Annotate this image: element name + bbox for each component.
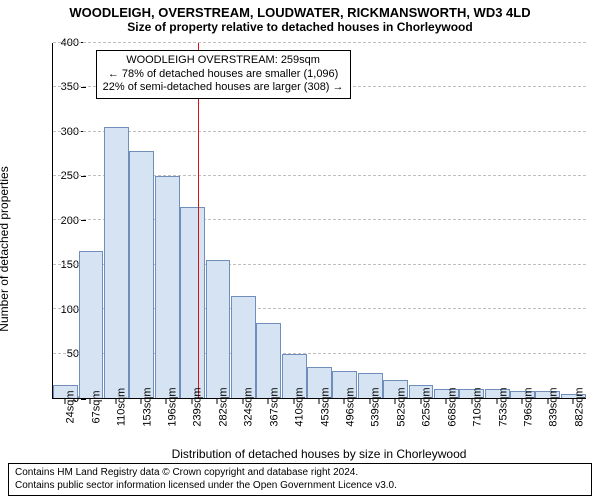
x-tick: 882sqm: [573, 399, 574, 404]
x-tick: 24sqm: [64, 399, 65, 404]
footer-line-2: Contains public sector information licen…: [15, 480, 585, 493]
x-tick: 67sqm: [90, 399, 91, 404]
x-tick: 453sqm: [319, 399, 320, 404]
x-tick: 539sqm: [369, 399, 370, 404]
histogram-bar: [129, 151, 154, 398]
chart-area: Number of detached properties 0501001502…: [8, 37, 592, 461]
histogram-bar: [231, 296, 256, 398]
x-tick: 710sqm: [471, 399, 472, 404]
x-tick: 796sqm: [522, 399, 523, 404]
histogram-bar: [206, 260, 231, 398]
x-tick: 668sqm: [446, 399, 447, 404]
histogram-bar: [155, 176, 180, 398]
x-tick: 110sqm: [115, 399, 116, 404]
annotation-line-2: ← 78% of detached houses are smaller (1,…: [103, 68, 344, 82]
x-tick: 839sqm: [547, 399, 548, 404]
figure-subtitle: Size of property relative to detached ho…: [8, 21, 592, 35]
x-axis-label: Distribution of detached houses by size …: [52, 447, 586, 461]
histogram-bar: [104, 127, 129, 398]
y-axis-label: Number of detached properties: [0, 166, 11, 331]
x-tick: 282sqm: [217, 399, 218, 404]
figure: WOODLEIGH, OVERSTREAM, LOUDWATER, RICKMA…: [0, 0, 600, 500]
footer-line-1: Contains HM Land Registry data © Crown c…: [15, 467, 585, 480]
annotation-box: WOODLEIGH OVERSTREAM: 259sqm ← 78% of de…: [96, 50, 351, 99]
attribution-footer: Contains HM Land Registry data © Crown c…: [8, 463, 592, 496]
annotation-line-3: 22% of semi-detached houses are larger (…: [103, 81, 344, 95]
plot-outer: 050100150200250300350400 WOODLEIGH OVERS…: [52, 43, 586, 399]
x-tick: 410sqm: [293, 399, 294, 404]
x-tick: 324sqm: [242, 399, 243, 404]
histogram-bar: [180, 207, 205, 398]
histogram-bar: [79, 251, 104, 398]
x-tick: 239sqm: [191, 399, 192, 404]
x-tick: 625sqm: [420, 399, 421, 404]
x-tick: 153sqm: [141, 399, 142, 404]
x-tick: 753sqm: [497, 399, 498, 404]
x-axis: 24sqm 67sqm 110sqm 153sqm 196sqm 239sqm 282sqm…: [52, 399, 586, 445]
x-tick: 367sqm: [268, 399, 269, 404]
x-tick: 196sqm: [166, 399, 167, 404]
x-tick: 582sqm: [395, 399, 396, 404]
plot: WOODLEIGH OVERSTREAM: 259sqm ← 78% of de…: [52, 43, 586, 399]
figure-title: WOODLEIGH, OVERSTREAM, LOUDWATER, RICKMA…: [8, 6, 592, 21]
x-tick: 496sqm: [344, 399, 345, 404]
annotation-line-1: WOODLEIGH OVERSTREAM: 259sqm: [103, 54, 344, 68]
